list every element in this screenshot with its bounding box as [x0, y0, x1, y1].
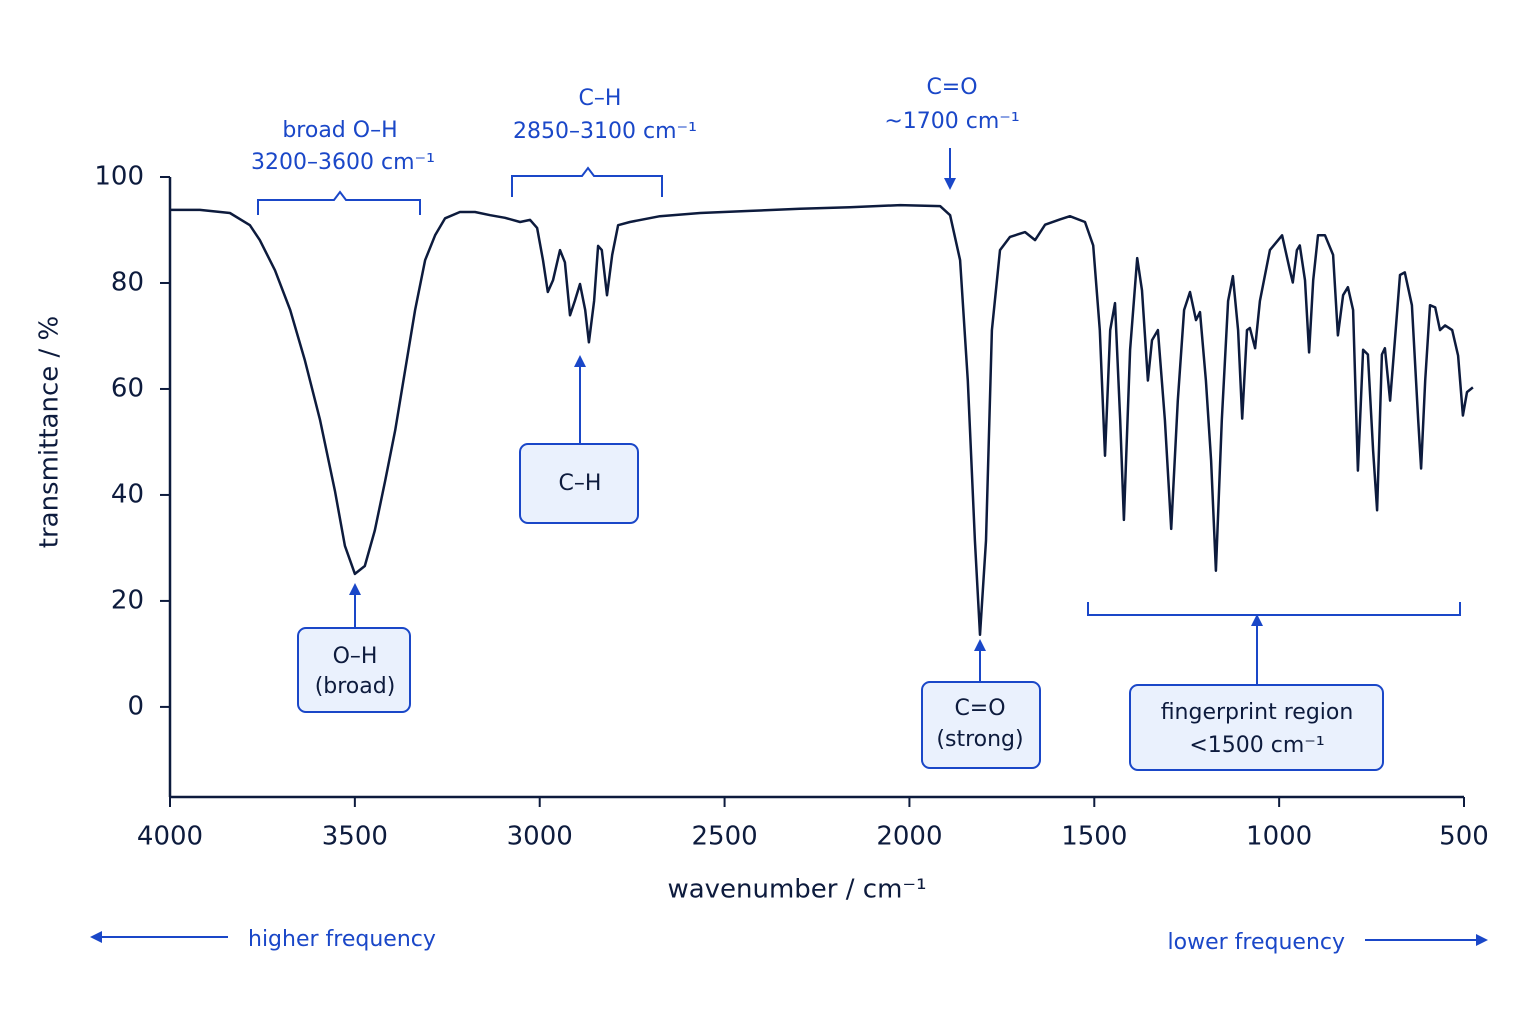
- callout-box: [297, 627, 411, 713]
- annotation-text: C–H: [559, 471, 602, 496]
- direction-label: higher frequency: [248, 927, 436, 952]
- annotation-text: (broad): [315, 674, 396, 699]
- annotation-text: C=O: [926, 75, 977, 100]
- x-tick-label: 4000: [137, 822, 203, 852]
- annotation-text: O–H: [333, 644, 378, 669]
- annotation-text: (strong): [936, 727, 1023, 752]
- x-tick-label: 2500: [691, 822, 757, 852]
- x-axis-label: wavenumber / cm⁻¹: [667, 875, 926, 905]
- x-tick-label: 1000: [1246, 822, 1312, 852]
- annotation-text: broad O–H: [282, 118, 397, 143]
- y-tick-label: 20: [111, 585, 144, 615]
- bracket: [1087, 602, 1461, 616]
- annotation-text: fingerprint region: [1161, 700, 1354, 725]
- x-tick-label: 3500: [322, 822, 388, 852]
- x-tick-label: 3000: [507, 822, 573, 852]
- x-tick-label: 500: [1439, 822, 1489, 852]
- direction-label: lower frequency: [1168, 930, 1345, 955]
- annotation-text: <1500 cm⁻¹: [1189, 733, 1324, 758]
- bracket: [257, 190, 421, 215]
- x-tick-label: 2000: [876, 822, 942, 852]
- y-tick-label: 40: [111, 479, 144, 509]
- annotation-text: C–H: [579, 86, 622, 111]
- y-tick-label: 100: [94, 162, 144, 192]
- y-tick-label: 80: [111, 267, 144, 297]
- callout-box: [921, 681, 1041, 769]
- spectrum-line: [170, 203, 1474, 637]
- y-tick-label: 60: [111, 373, 144, 403]
- bracket: [511, 166, 663, 197]
- x-tick-label: 1500: [1061, 822, 1127, 852]
- annotation-text: 2850–3100 cm⁻¹: [513, 119, 697, 144]
- annotation-text: 3200–3600 cm⁻¹: [251, 150, 435, 175]
- annotation-text: C=O: [954, 696, 1005, 721]
- y-tick-label: 0: [127, 691, 144, 721]
- y-axis-label: transmittance / %: [35, 316, 65, 548]
- annotation-text: ~1700 cm⁻¹: [884, 109, 1019, 134]
